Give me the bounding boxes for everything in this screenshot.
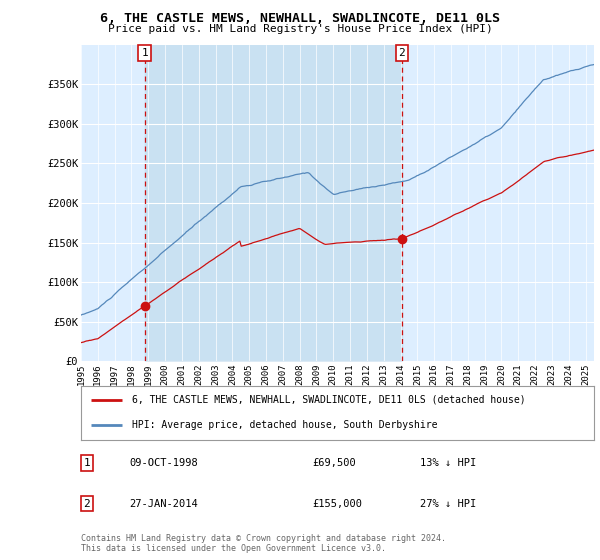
Text: £155,000: £155,000 (312, 499, 362, 508)
Text: 2: 2 (83, 499, 91, 508)
Text: 1: 1 (141, 48, 148, 58)
Text: 27% ↓ HPI: 27% ↓ HPI (420, 499, 476, 508)
Text: 1: 1 (83, 458, 91, 468)
Text: 6, THE CASTLE MEWS, NEWHALL, SWADLINCOTE, DE11 0LS (detached house): 6, THE CASTLE MEWS, NEWHALL, SWADLINCOTE… (133, 395, 526, 405)
Text: 6, THE CASTLE MEWS, NEWHALL, SWADLINCOTE, DE11 0LS: 6, THE CASTLE MEWS, NEWHALL, SWADLINCOTE… (100, 12, 500, 25)
Text: HPI: Average price, detached house, South Derbyshire: HPI: Average price, detached house, Sout… (133, 419, 438, 430)
Text: 27-JAN-2014: 27-JAN-2014 (129, 499, 198, 508)
Bar (145, 45, 402, 361)
Text: Price paid vs. HM Land Registry's House Price Index (HPI): Price paid vs. HM Land Registry's House … (107, 24, 493, 34)
Text: 09-OCT-1998: 09-OCT-1998 (129, 458, 198, 468)
Text: 13% ↓ HPI: 13% ↓ HPI (420, 458, 476, 468)
Text: Contains HM Land Registry data © Crown copyright and database right 2024.
This d: Contains HM Land Registry data © Crown c… (81, 534, 446, 553)
Text: £69,500: £69,500 (312, 458, 356, 468)
Text: 2: 2 (398, 48, 405, 58)
